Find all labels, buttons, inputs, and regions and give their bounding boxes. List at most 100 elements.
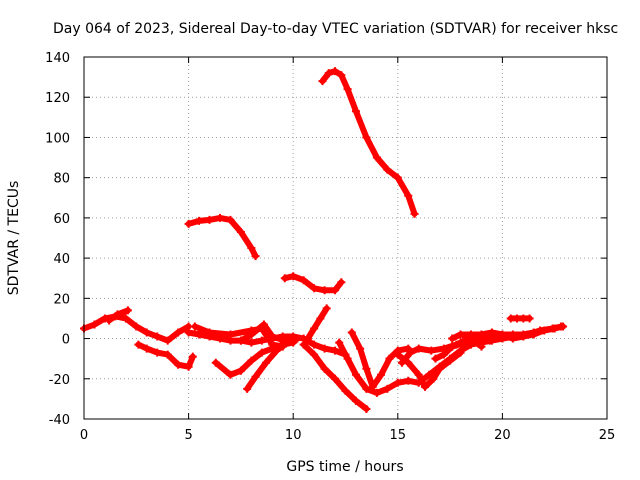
data-point-marker	[508, 334, 517, 343]
data-point-marker	[351, 107, 360, 116]
data-point-marker	[469, 336, 478, 345]
data-point-marker	[226, 330, 235, 339]
tick-layer: 0 5 10 15 20 25 -40 -20 0 20 40 60 80 100 120 140	[45, 51, 615, 443]
data-point-marker	[320, 344, 329, 353]
data-point-marker	[460, 332, 469, 341]
data-point-marker	[414, 344, 423, 353]
y-tick-label: 120	[45, 91, 70, 106]
y-tick-label: -40	[49, 413, 70, 428]
data-point-marker	[347, 328, 356, 337]
x-axis-label: GPS time / hours	[286, 459, 403, 475]
data-point-marker	[343, 354, 352, 363]
data-point-marker	[310, 324, 319, 333]
y-tick-label: 0	[62, 333, 70, 348]
data-point-marker	[331, 374, 340, 383]
data-point-marker	[337, 71, 346, 80]
data-point-marker	[385, 354, 394, 363]
data-point-marker	[456, 348, 465, 357]
data-point-marker	[331, 346, 340, 355]
data-point-marker	[205, 328, 214, 337]
data-point-marker	[280, 274, 289, 283]
data-point-marker	[132, 322, 141, 331]
data-point-marker	[268, 340, 277, 349]
data-point-marker	[262, 358, 271, 367]
data-point-marker	[303, 334, 312, 343]
data-point-marker	[550, 324, 559, 333]
data-point-marker	[393, 350, 402, 359]
data-point-marker	[529, 330, 538, 339]
data-point-marker	[142, 328, 151, 337]
data-point-marker	[519, 332, 528, 341]
data-point-marker	[540, 326, 549, 335]
data-point-marker	[153, 332, 162, 341]
data-point-marker	[247, 330, 256, 339]
data-point-marker	[123, 306, 132, 315]
data-point-marker	[324, 69, 333, 78]
data-point-marker	[259, 320, 268, 329]
data-point-marker	[195, 216, 204, 225]
data-point-marker	[368, 382, 377, 391]
data-point-marker	[435, 364, 444, 373]
data-point-marker	[356, 344, 365, 353]
data-point-marker	[414, 370, 423, 379]
x-tick-label: 0	[80, 428, 88, 443]
data-point-marker	[153, 348, 162, 357]
data-point-marker	[404, 376, 413, 385]
data-point-marker	[372, 153, 381, 162]
data-point-marker	[404, 191, 413, 200]
data-point-marker	[105, 316, 114, 325]
x-tick-label: 20	[494, 428, 511, 443]
chart-title: Day 064 of 2023, Sidereal Day-to-day VTE…	[53, 21, 618, 37]
data-point-marker	[236, 336, 245, 345]
data-point-marker	[341, 386, 350, 395]
x-tick-label: 15	[390, 428, 407, 443]
y-tick-label: 20	[53, 292, 70, 307]
grid-layer	[84, 57, 607, 419]
data-point-marker	[448, 334, 457, 343]
data-point-marker	[477, 342, 486, 351]
data-point-marker	[425, 370, 434, 379]
data-point-marker	[429, 374, 438, 383]
data-point-marker	[337, 278, 346, 287]
data-point-marker	[343, 85, 352, 94]
data-point-marker	[113, 310, 122, 319]
data-point-marker	[236, 366, 245, 375]
y-tick-label: 100	[45, 131, 70, 146]
data-point-marker	[431, 354, 440, 363]
data-point-marker	[362, 364, 371, 373]
data-point-marker	[420, 382, 429, 391]
data-point-marker	[406, 348, 415, 357]
data-point-marker	[299, 340, 308, 349]
y-tick-label: 140	[45, 51, 70, 66]
data-point-marker	[397, 358, 406, 367]
data-point-marker	[485, 336, 494, 345]
data-point-marker	[316, 314, 325, 323]
data-point-marker	[289, 272, 298, 281]
y-tick-label: 80	[53, 172, 70, 187]
data-point-marker	[257, 348, 266, 357]
data-point-marker	[502, 332, 511, 341]
data-point-marker	[377, 370, 386, 379]
data-point-marker	[383, 165, 392, 174]
data-point-marker	[174, 328, 183, 337]
data-point-marker	[310, 340, 319, 349]
data-point-marker	[320, 364, 329, 373]
series-line-s16	[394, 349, 464, 390]
data-point-marker	[243, 384, 252, 393]
data-point-marker	[188, 352, 197, 361]
data-point-marker	[362, 384, 371, 393]
data-point-marker	[190, 322, 199, 331]
data-point-marker	[362, 404, 371, 413]
data-point-marker	[247, 338, 256, 347]
data-point-marker	[427, 346, 436, 355]
data-point-marker	[226, 215, 235, 224]
y-axis-label: SDTVAR / TECUs	[6, 181, 22, 296]
data-point-marker	[477, 330, 486, 339]
data-point-marker	[251, 252, 260, 261]
data-point-marker	[163, 336, 172, 345]
data-point-marker	[362, 133, 371, 142]
y-tick-label: 40	[53, 252, 70, 267]
data-point-marker	[184, 362, 193, 371]
data-point-marker	[487, 328, 496, 337]
data-point-marker	[184, 219, 193, 228]
